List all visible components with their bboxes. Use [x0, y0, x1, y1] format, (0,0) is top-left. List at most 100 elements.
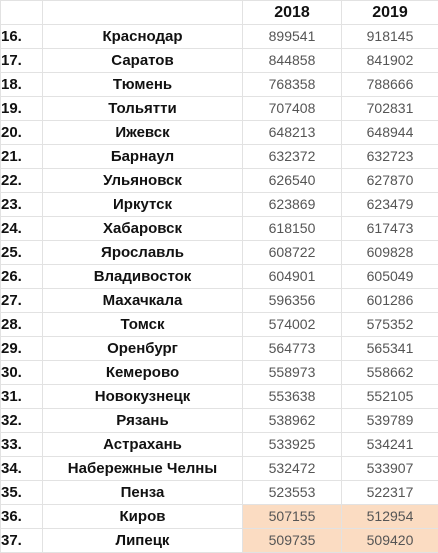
value-2019-cell: 533907: [342, 457, 438, 481]
value-2018-cell: 648213: [243, 121, 342, 145]
header-row: 2018 2019: [1, 1, 438, 25]
city-name-cell: Краснодар: [43, 25, 243, 49]
value-2019-cell: 632723: [342, 145, 438, 169]
city-name-cell: Рязань: [43, 409, 243, 433]
value-2019-cell: 702831: [342, 97, 438, 121]
city-name-cell: Ярославль: [43, 241, 243, 265]
value-2018-cell: 533925: [243, 433, 342, 457]
value-2018-cell: 623869: [243, 193, 342, 217]
value-2019-cell: 627870: [342, 169, 438, 193]
rank-cell: 22.: [1, 169, 43, 193]
city-name-cell: Хабаровск: [43, 217, 243, 241]
rank-cell: 35.: [1, 481, 43, 505]
rank-cell: 24.: [1, 217, 43, 241]
rank-cell: 30.: [1, 361, 43, 385]
value-2019-cell: 509420: [342, 529, 438, 553]
value-2018-cell: 509735: [243, 529, 342, 553]
rank-cell: 34.: [1, 457, 43, 481]
city-name-cell: Пенза: [43, 481, 243, 505]
rank-cell: 29.: [1, 337, 43, 361]
value-2018-cell: 707408: [243, 97, 342, 121]
value-2019-cell: 918145: [342, 25, 438, 49]
city-name-cell: Набережные Челны: [43, 457, 243, 481]
rank-cell: 18.: [1, 73, 43, 97]
table-header: 2018 2019: [1, 1, 438, 25]
city-name-cell: Тольятти: [43, 97, 243, 121]
city-name-cell: Иркутск: [43, 193, 243, 217]
city-name-cell: Владивосток: [43, 265, 243, 289]
value-2018-cell: 538962: [243, 409, 342, 433]
city-name-cell: Барнаул: [43, 145, 243, 169]
city-name-cell: Липецк: [43, 529, 243, 553]
value-2019-cell: 558662: [342, 361, 438, 385]
value-2018-cell: 604901: [243, 265, 342, 289]
rank-cell: 26.: [1, 265, 43, 289]
city-name-cell: Томск: [43, 313, 243, 337]
value-2018-cell: 844858: [243, 49, 342, 73]
rank-cell: 25.: [1, 241, 43, 265]
value-2019-cell: 522317: [342, 481, 438, 505]
rank-cell: 32.: [1, 409, 43, 433]
header-year-2019: 2019: [342, 1, 438, 25]
rank-cell: 20.: [1, 121, 43, 145]
value-2018-cell: 768358: [243, 73, 342, 97]
value-2018-cell: 507155: [243, 505, 342, 529]
rank-cell: 17.: [1, 49, 43, 73]
value-2019-cell: 512954: [342, 505, 438, 529]
value-2019-cell: 788666: [342, 73, 438, 97]
rank-cell: 36.: [1, 505, 43, 529]
value-2019-cell: 609828: [342, 241, 438, 265]
header-city: [43, 1, 243, 25]
city-name-cell: Новокузнецк: [43, 385, 243, 409]
rank-cell: 31.: [1, 385, 43, 409]
value-2019-cell: 552105: [342, 385, 438, 409]
value-2019-cell: 841902: [342, 49, 438, 73]
city-name-cell: Саратов: [43, 49, 243, 73]
rank-cell: 28.: [1, 313, 43, 337]
value-2018-cell: 558973: [243, 361, 342, 385]
value-2019-cell: 605049: [342, 265, 438, 289]
value-2019-cell: 565341: [342, 337, 438, 361]
value-2018-cell: 899541: [243, 25, 342, 49]
rank-cell: 23.: [1, 193, 43, 217]
rank-cell: 37.: [1, 529, 43, 553]
value-2018-cell: 523553: [243, 481, 342, 505]
value-2019-cell: 648944: [342, 121, 438, 145]
value-2019-cell: 539789: [342, 409, 438, 433]
header-rank: [1, 1, 43, 25]
value-2018-cell: 632372: [243, 145, 342, 169]
city-name-cell: Махачкала: [43, 289, 243, 313]
city-name-cell: Киров: [43, 505, 243, 529]
value-2018-cell: 532472: [243, 457, 342, 481]
value-2018-cell: 608722: [243, 241, 342, 265]
value-2018-cell: 574002: [243, 313, 342, 337]
rank-cell: 16.: [1, 25, 43, 49]
value-2018-cell: 618150: [243, 217, 342, 241]
rank-cell: 27.: [1, 289, 43, 313]
value-2019-cell: 617473: [342, 217, 438, 241]
value-2018-cell: 626540: [243, 169, 342, 193]
city-name-cell: Ульяновск: [43, 169, 243, 193]
value-2018-cell: 596356: [243, 289, 342, 313]
